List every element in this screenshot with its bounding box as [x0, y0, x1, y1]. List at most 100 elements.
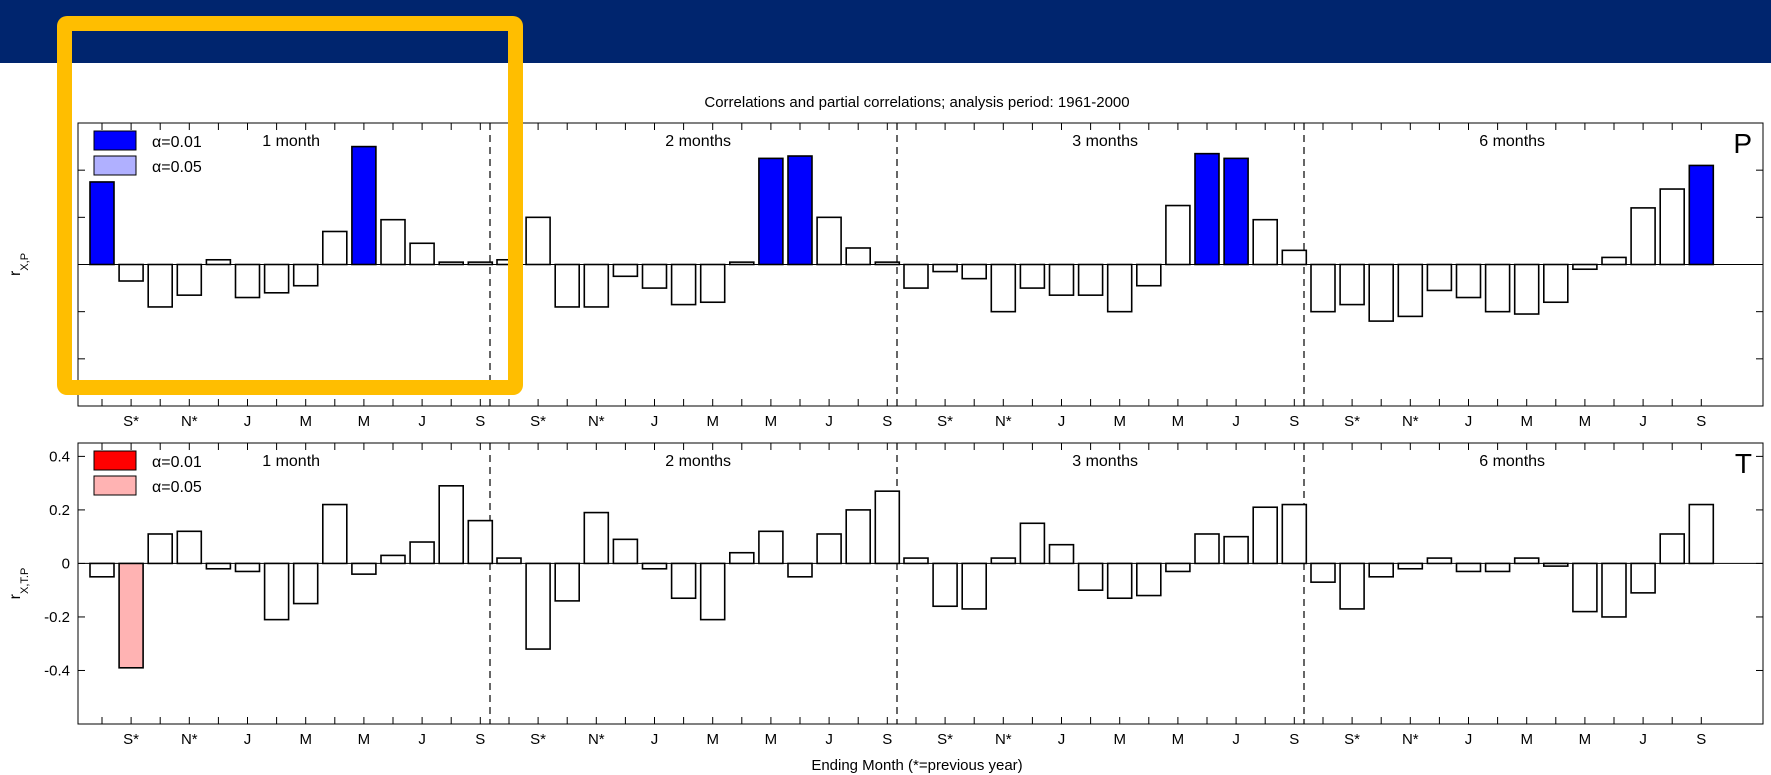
- x-tick-label: M: [1520, 413, 1533, 430]
- bar: [961, 263, 988, 280]
- bar: [1484, 562, 1511, 573]
- x-tick-label: M: [1172, 413, 1185, 430]
- x-tick-label: S: [1289, 413, 1299, 430]
- legend-swatch: [93, 475, 137, 496]
- bar: [1048, 263, 1075, 296]
- bar: [1281, 503, 1308, 565]
- x-tick-label: S: [882, 731, 892, 748]
- bar: [961, 562, 988, 610]
- x-tick-label: J: [1465, 731, 1473, 748]
- x-tick-label: J: [1058, 413, 1066, 430]
- x-tick-label: M: [299, 413, 312, 430]
- bar: [1281, 249, 1308, 266]
- x-tick-label: N*: [588, 731, 605, 748]
- bar: [816, 216, 842, 266]
- group-title: 6 months: [1479, 453, 1545, 470]
- bar: [932, 562, 958, 608]
- panel-t: 0.4 0.2 0 -0.2 -0.4 1 month 2 months 3 months 6 …: [7, 442, 1764, 748]
- y-tick-label: -0.2: [44, 609, 70, 626]
- bar: [699, 263, 726, 304]
- bar: [321, 230, 348, 266]
- bar: [1572, 562, 1598, 613]
- bar: [728, 551, 755, 565]
- y-axis-label: rX,T.P: [7, 568, 31, 600]
- x-tick-label: M: [299, 731, 312, 748]
- x-tick-label: M: [1520, 731, 1533, 748]
- bar: [1455, 263, 1482, 299]
- group-title: 6 months: [1479, 133, 1545, 150]
- x-tick-label: J: [1232, 413, 1240, 430]
- x-tick-label: J: [418, 413, 426, 430]
- bar: [1077, 562, 1104, 591]
- bar: [351, 145, 377, 266]
- x-axis-label: Ending Month (*=previous year): [811, 757, 1022, 774]
- bar: [1688, 164, 1715, 266]
- bar: [147, 533, 173, 565]
- x-tick-label: N*: [181, 731, 198, 748]
- bar: [409, 242, 435, 266]
- legend-label: α=0.05: [152, 159, 202, 176]
- bar: [1223, 157, 1249, 266]
- x-tick-label: M: [706, 731, 719, 748]
- bar: [641, 562, 668, 570]
- group-title: 2 months: [665, 453, 731, 470]
- bar: [1106, 562, 1133, 600]
- bar: [1397, 562, 1424, 570]
- bar: [874, 490, 901, 565]
- bar: [1601, 256, 1627, 266]
- bar: [1194, 152, 1220, 266]
- bar: [321, 503, 348, 565]
- x-tick-label: J: [1465, 413, 1473, 430]
- bar: [205, 258, 232, 266]
- x-tick-label: J: [651, 731, 659, 748]
- legend-swatch: [93, 155, 137, 176]
- legend-label: α=0.01: [152, 454, 202, 471]
- panels-group: 1 month 2 months 3 months 6 months S* N* J M M J S…: [7, 122, 1764, 748]
- bar: [1223, 535, 1249, 565]
- bar: [525, 562, 551, 650]
- x-tick-label: S: [1696, 731, 1706, 748]
- bar: [1165, 204, 1191, 266]
- x-tick-label: J: [825, 731, 833, 748]
- bar: [1426, 263, 1453, 292]
- x-tick-label: J: [244, 731, 252, 748]
- bar: [990, 263, 1017, 313]
- bar: [1630, 562, 1656, 594]
- x-tick-label: J: [1639, 731, 1647, 748]
- x-tick-label: J: [1058, 731, 1066, 748]
- bar: [1077, 263, 1104, 296]
- bar: [903, 557, 929, 565]
- bar: [670, 562, 697, 600]
- group-title: 3 months: [1072, 453, 1138, 470]
- bar: [1601, 562, 1627, 618]
- bar: [1659, 188, 1685, 266]
- bar: [787, 155, 813, 266]
- x-tick-label: J: [825, 413, 833, 430]
- bar: [234, 263, 261, 299]
- x-tick-label: N*: [1402, 731, 1419, 748]
- bar: [1543, 263, 1569, 304]
- group-title: 1 month: [262, 453, 320, 470]
- x-tick-label: S: [882, 413, 892, 430]
- bar: [1572, 263, 1598, 271]
- bar: [1513, 557, 1540, 565]
- bar: [670, 263, 697, 306]
- bar: [1630, 207, 1656, 266]
- bar: [1368, 263, 1394, 322]
- group-title: 1 month: [262, 133, 320, 150]
- panel-letter: P: [1733, 128, 1752, 159]
- x-tick-label: M: [1172, 731, 1185, 748]
- bar: [1165, 562, 1191, 573]
- bar: [758, 157, 784, 266]
- bar: [89, 562, 115, 578]
- x-tick-label: S: [1289, 731, 1299, 748]
- bar: [176, 263, 203, 296]
- bar: [1513, 263, 1540, 315]
- bar: [1048, 543, 1075, 565]
- panel-letter: T: [1735, 448, 1752, 479]
- x-tick-label: J: [651, 413, 659, 430]
- bar: [990, 557, 1017, 565]
- x-tick-label: J: [1639, 413, 1647, 430]
- bar: [467, 261, 494, 266]
